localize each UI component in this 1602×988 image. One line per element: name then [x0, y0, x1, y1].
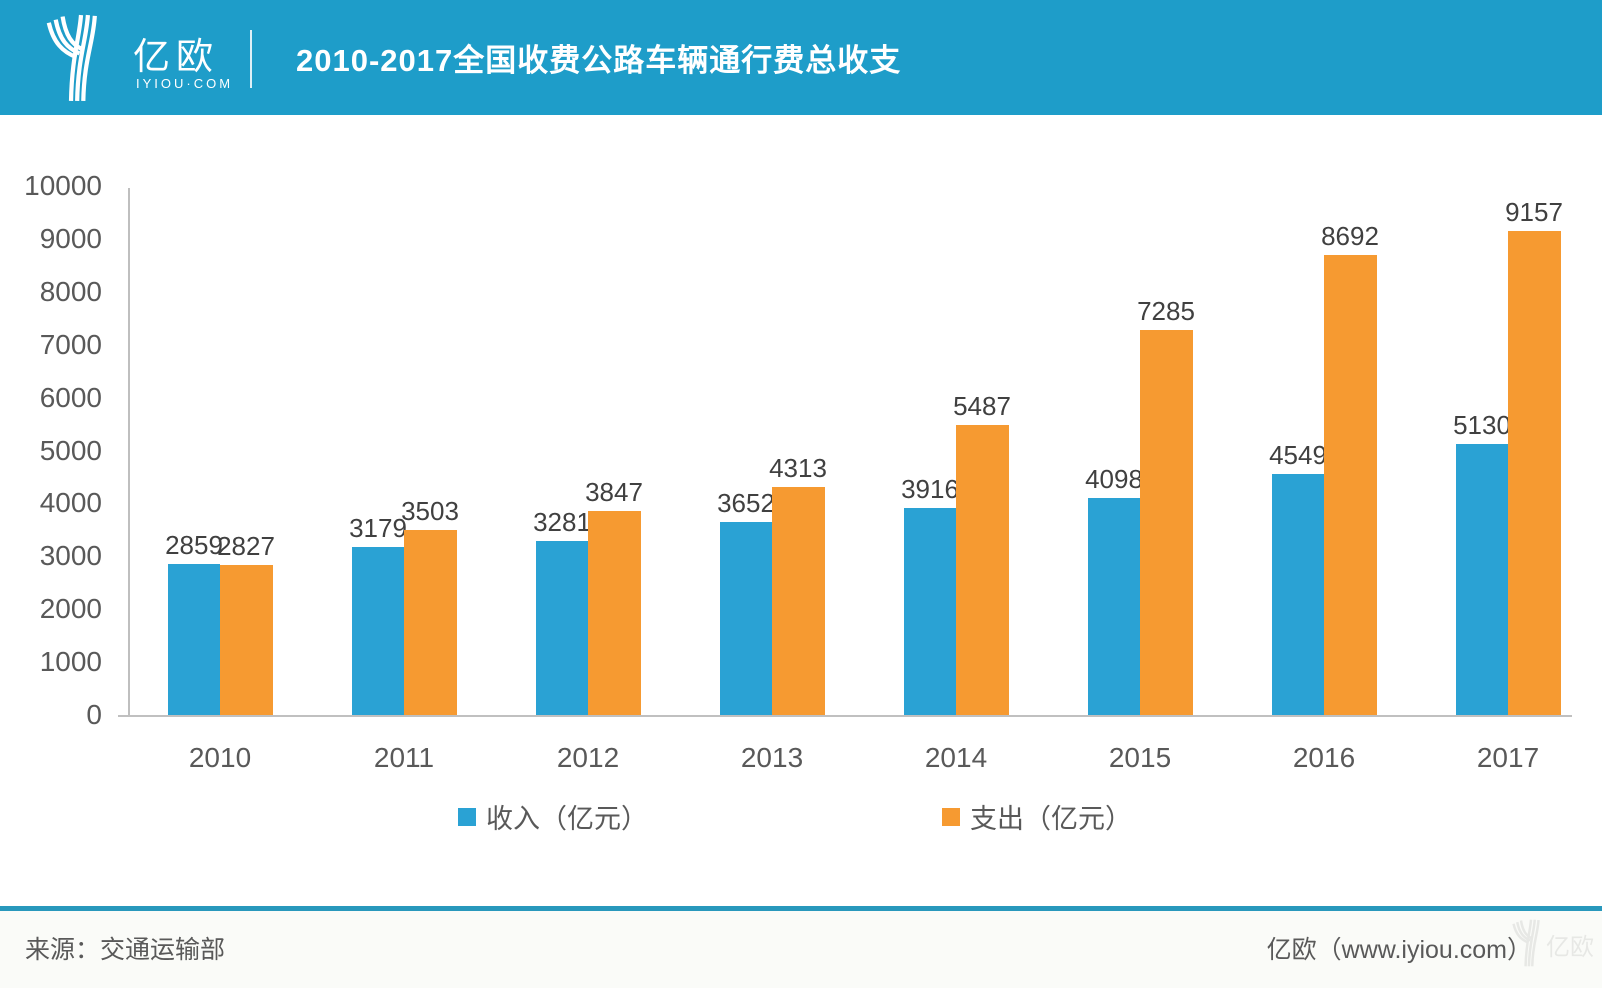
income-bar — [904, 507, 956, 715]
bar-value-label: 4549 — [1269, 440, 1327, 471]
x-tick-label: 2014 — [924, 742, 988, 773]
x-tick-label: 2011 — [373, 742, 435, 773]
y-tick-label: 5000 — [39, 434, 102, 466]
y-tick-label: 4000 — [39, 487, 102, 519]
iyiou-watermark-icon — [1512, 919, 1540, 967]
bar-value-label: 7285 — [1137, 295, 1195, 326]
legend-item: 支出（亿元） — [942, 797, 1132, 836]
bar-value-label: 4098 — [1085, 464, 1143, 495]
income-bar — [1088, 498, 1140, 715]
expense-bar — [772, 486, 825, 715]
source-text: 来源：交通运输部 — [25, 936, 226, 964]
expense-bar — [1324, 255, 1377, 715]
x-tick-label: 2010 — [188, 742, 252, 773]
iyiou-logo-icon — [46, 14, 97, 101]
y-tick-label: 3000 — [39, 540, 102, 572]
x-axis-line — [118, 715, 1572, 717]
expense-bar — [1140, 329, 1193, 715]
bar-value-label: 3847 — [585, 477, 643, 508]
bar-value-label: 2827 — [217, 531, 275, 562]
x-tick-label: 2013 — [740, 742, 804, 773]
legend-item: 收入（亿元） — [458, 797, 648, 836]
watermark: 亿欧 — [1510, 918, 1594, 968]
page-title: 2010-2017全国收费公路车辆通行费总收支 — [296, 43, 902, 78]
x-tick-label: 2015 — [1108, 742, 1172, 773]
bar-value-label: 5130 — [1453, 409, 1511, 440]
income-bar — [536, 541, 588, 715]
bar-value-label: 5487 — [953, 390, 1011, 421]
y-tick-label: 6000 — [39, 381, 102, 413]
bar-value-label: 3652 — [717, 487, 775, 518]
footer-divider — [0, 906, 1602, 911]
y-tick-label: 8000 — [39, 275, 102, 307]
header-separator — [250, 30, 252, 88]
bar-value-label: 3916 — [901, 473, 959, 504]
credit-text: 亿欧（www.iyiou.com） — [1266, 936, 1532, 964]
legend-label: 支出（亿元） — [970, 804, 1132, 834]
y-tick-label: 2000 — [39, 593, 102, 625]
bar-value-label: 3179 — [349, 512, 407, 543]
expense-bar — [1508, 230, 1561, 715]
y-tick-label: 1000 — [39, 646, 102, 678]
expense-bar — [588, 511, 641, 715]
header-band: 亿欧 IYIOU·COM 2010-2017全国收费公路车辆通行费总收支 — [0, 0, 1602, 115]
x-tick-label: 2016 — [1292, 742, 1356, 773]
bar-chart: 0 1000 2000 3000 4000 5000 6000 7000 8000 9000 100… — [0, 115, 1602, 875]
legend-swatch — [942, 807, 960, 826]
y-axis-line — [128, 188, 130, 715]
income-bar — [720, 521, 772, 715]
bar-value-label: 9157 — [1505, 196, 1563, 227]
expense-bar — [956, 424, 1009, 715]
legend-label: 收入（亿元） — [486, 804, 648, 834]
income-bar — [1456, 443, 1508, 715]
bar-value-label: 8692 — [1321, 221, 1379, 252]
bar-value-label: 4313 — [769, 452, 827, 483]
watermark-text: 亿欧 — [1546, 934, 1594, 961]
y-tick-label: 10000 — [24, 170, 102, 201]
expense-bar — [404, 529, 457, 715]
bar-value-label: 3281 — [533, 507, 591, 538]
brand-name: 亿欧 — [133, 36, 219, 77]
y-tick-label: 9000 — [39, 222, 102, 254]
income-bar — [168, 563, 220, 715]
brand-domain: IYIOU·COM — [136, 76, 234, 91]
y-tick-label: 7000 — [39, 328, 102, 360]
x-tick-label: 2012 — [556, 742, 620, 773]
income-bar — [352, 546, 404, 715]
y-tick-label: 0 — [86, 699, 102, 730]
bar-value-label: 3503 — [401, 495, 459, 526]
income-bar — [1272, 474, 1324, 715]
legend-swatch — [458, 807, 476, 826]
bar-value-label: 2859 — [165, 529, 223, 560]
expense-bar — [220, 565, 273, 715]
x-tick-label: 2017 — [1476, 742, 1540, 773]
footer-band — [0, 911, 1602, 988]
